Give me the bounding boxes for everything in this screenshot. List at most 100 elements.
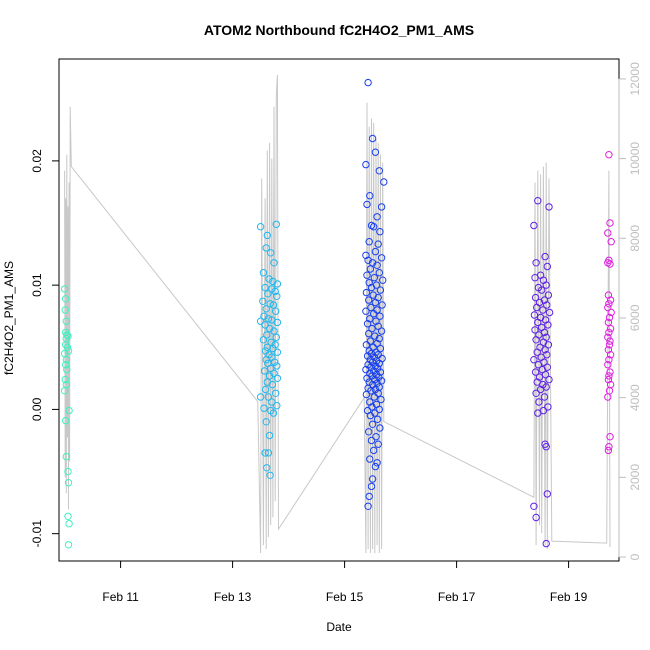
- data-point: [61, 361, 70, 369]
- data-point: [366, 455, 374, 463]
- y2-tick-label: 4000: [628, 384, 642, 411]
- data-point: [368, 420, 377, 428]
- data-point: [272, 389, 280, 397]
- data-point: [271, 341, 279, 349]
- data-point: [270, 369, 278, 378]
- data-point: [362, 288, 371, 297]
- data-point: [538, 365, 546, 374]
- y2-tick-label: 6000: [628, 304, 642, 331]
- data-point: [378, 301, 386, 309]
- data-point: [366, 337, 375, 345]
- data-point: [543, 490, 551, 498]
- x-axis: Feb 11 Feb 13 Feb 15 Feb 17 Feb 19: [102, 560, 588, 604]
- data-point: [273, 402, 281, 410]
- data-point: [531, 274, 539, 282]
- data-point: [604, 446, 613, 455]
- data-point: [532, 336, 540, 344]
- data-point: [373, 459, 381, 467]
- data-point: [605, 151, 613, 159]
- data-point: [269, 344, 277, 353]
- data-point: [64, 347, 73, 355]
- data-point: [273, 292, 281, 300]
- data-point: [60, 387, 69, 395]
- data-point: [604, 361, 612, 369]
- chart-title: ATOM2 Northbound fC2H4O2_PM1_AMS: [204, 22, 474, 38]
- data-point: [375, 167, 383, 175]
- data-point: [266, 300, 274, 308]
- data-point: [365, 296, 373, 304]
- data-point: [362, 160, 370, 169]
- y-tick-label: 0.01: [30, 273, 44, 297]
- data-point: [364, 502, 372, 510]
- data-point: [259, 269, 268, 277]
- data-point: [262, 418, 270, 426]
- y-tick-label: -0.01: [30, 520, 44, 548]
- data-point: [370, 274, 378, 282]
- data-point: [373, 213, 381, 221]
- data-point: [368, 134, 377, 143]
- data-point: [371, 362, 380, 370]
- data-point: [606, 351, 615, 359]
- data-point: [376, 312, 384, 320]
- data-point: [370, 353, 378, 361]
- data-point: [605, 356, 613, 364]
- data-point: [377, 395, 385, 404]
- data-point: [270, 327, 278, 335]
- data-point: [371, 462, 380, 471]
- data-point: [605, 328, 613, 337]
- data-point: [606, 296, 615, 304]
- data-point: [535, 398, 543, 406]
- data-point: [260, 312, 268, 320]
- x-tick-label: Feb 11: [102, 590, 139, 604]
- data-point: [262, 356, 270, 364]
- data-point: [363, 271, 371, 279]
- data-point: [264, 290, 272, 298]
- data-point: [531, 368, 540, 376]
- data-point: [370, 446, 378, 455]
- data-point: [604, 291, 613, 299]
- data-point: [545, 203, 553, 211]
- data-point: [532, 513, 540, 522]
- secondary-line-layer: [64, 74, 611, 554]
- data-point: [372, 370, 381, 379]
- data-point: [273, 374, 282, 382]
- data-point: [261, 385, 270, 394]
- data-point: [362, 365, 370, 374]
- data-point: [533, 348, 541, 356]
- data-point: [65, 406, 73, 415]
- data-point: [544, 403, 552, 411]
- data-point: [534, 409, 542, 417]
- data-point: [607, 238, 615, 246]
- data-point: [265, 372, 274, 380]
- data-point: [376, 368, 385, 376]
- data-point: [365, 428, 373, 436]
- data-point: [532, 389, 540, 397]
- y2-axis: 0 2000 4000 6000 8000 10000 12000: [618, 62, 642, 560]
- data-point: [531, 326, 539, 334]
- data-point: [545, 375, 553, 384]
- data-point: [272, 307, 280, 315]
- data-point: [368, 475, 377, 483]
- data-point: [272, 333, 280, 341]
- data-point: [371, 298, 380, 307]
- data-point: [607, 308, 615, 317]
- data-point: [375, 269, 383, 277]
- data-point: [65, 520, 73, 528]
- data-point: [61, 306, 69, 314]
- data-point: [62, 452, 71, 461]
- data-point: [259, 297, 267, 305]
- data-point: [262, 305, 270, 313]
- data-point: [362, 251, 370, 260]
- data-point: [273, 362, 281, 370]
- data-point: [268, 398, 276, 406]
- data-point: [539, 306, 547, 314]
- data-point: [264, 315, 273, 323]
- data-point: [377, 327, 386, 335]
- data-point: [541, 346, 549, 354]
- data-point: [380, 178, 388, 186]
- data-point: [541, 252, 549, 261]
- data-point: [365, 238, 373, 246]
- data-point: [263, 331, 271, 339]
- data-point: [376, 344, 385, 353]
- data-point: [604, 318, 613, 327]
